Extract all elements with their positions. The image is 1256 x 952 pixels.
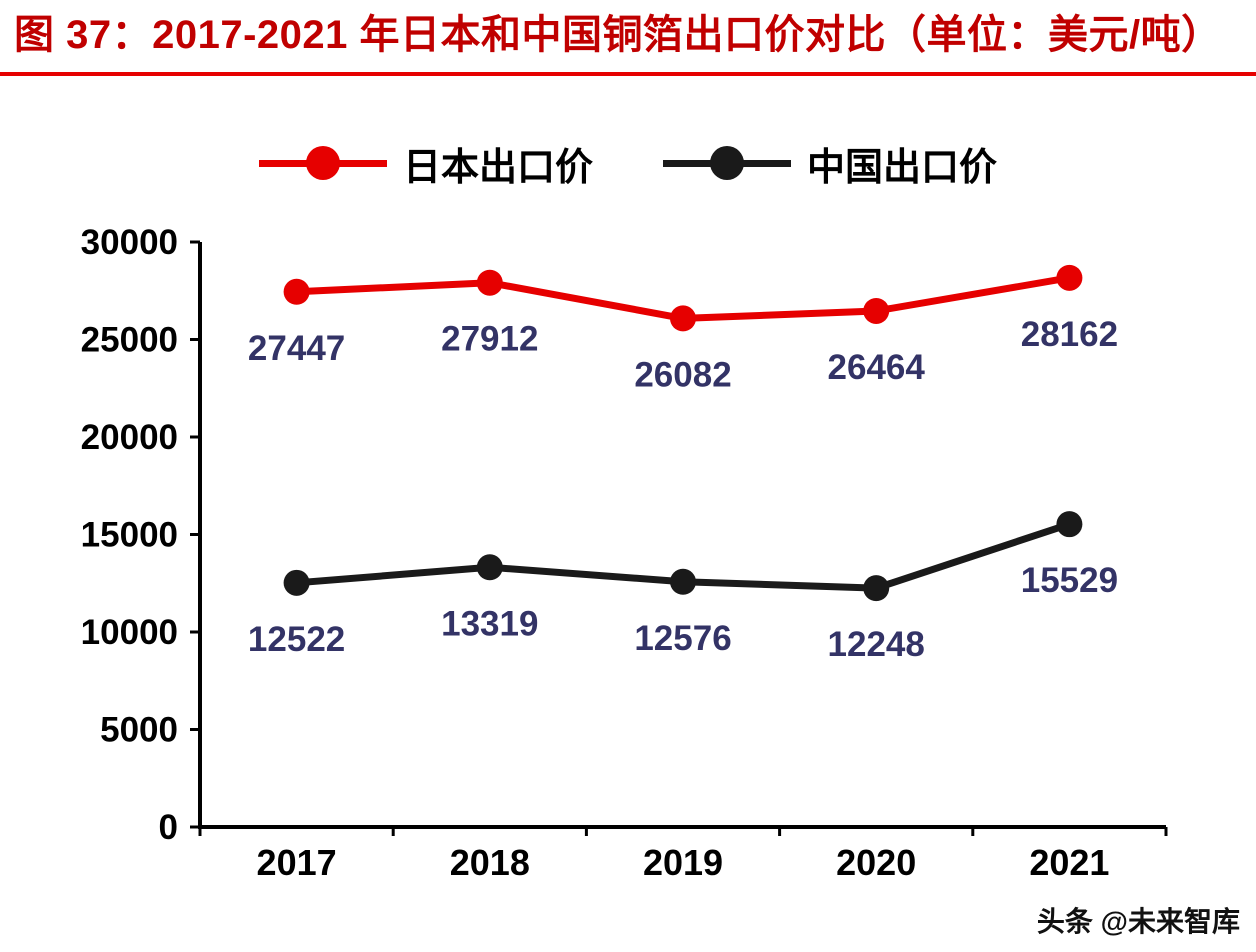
y-tick-label: 5000 bbox=[100, 711, 178, 750]
data-point bbox=[476, 554, 503, 581]
data-label: 28162 bbox=[1021, 315, 1118, 354]
x-tick-label: 2019 bbox=[643, 842, 723, 883]
data-point bbox=[670, 305, 696, 332]
x-tick-label: 2017 bbox=[257, 842, 337, 883]
y-tick-label: 20000 bbox=[81, 418, 178, 457]
data-label: 12522 bbox=[248, 620, 345, 659]
data-label: 27912 bbox=[441, 320, 538, 359]
legend-item-japan: 日本出口价 bbox=[258, 136, 593, 191]
line-chart: 0 5000 10000 15000 20000 25000 30000 2017 2018 20… bbox=[81, 223, 1168, 883]
data-label: 13319 bbox=[441, 604, 538, 643]
legend-label-japan: 日本出口价 bbox=[402, 146, 593, 189]
data-label: 12248 bbox=[828, 625, 925, 664]
japan-line-marker-icon bbox=[258, 159, 387, 167]
x-tick-label: 2020 bbox=[836, 842, 916, 883]
data-point bbox=[1056, 511, 1083, 538]
figure-title: 图 37：2017-2021 年日本和中国铜箔出口价对比（单位：美元/吨） bbox=[14, 13, 1222, 57]
data-point bbox=[283, 569, 310, 596]
data-label: 26464 bbox=[828, 348, 926, 387]
data-point bbox=[476, 269, 503, 296]
y-tick-label: 10000 bbox=[81, 613, 178, 652]
watermark: 头条 @未来智库 bbox=[1036, 906, 1240, 937]
legend-item-china: 中国出口价 bbox=[663, 136, 997, 191]
data-label: 15529 bbox=[1021, 561, 1118, 600]
data-point bbox=[670, 568, 696, 595]
data-point bbox=[863, 575, 890, 602]
y-tick-label: 0 bbox=[159, 808, 178, 847]
chart-legend: 日本出口价 中国出口价 bbox=[0, 132, 1256, 194]
x-tick-label: 2018 bbox=[450, 842, 530, 883]
y-tick-label: 15000 bbox=[81, 516, 178, 555]
data-point bbox=[1056, 264, 1083, 291]
data-label: 27447 bbox=[248, 329, 345, 368]
legend-label-china: 中国出口价 bbox=[807, 146, 998, 189]
data-point bbox=[283, 278, 310, 305]
x-tick-label: 2021 bbox=[1029, 842, 1109, 883]
china-line-marker-icon bbox=[663, 159, 791, 167]
data-label: 26082 bbox=[634, 355, 731, 394]
data-label: 12576 bbox=[634, 619, 731, 658]
y-tick-label: 25000 bbox=[81, 321, 178, 360]
data-point bbox=[863, 297, 890, 324]
figure-title-bar: 图 37：2017-2021 年日本和中国铜箔出口价对比（单位：美元/吨） bbox=[0, 0, 1256, 76]
y-tick-label: 30000 bbox=[81, 223, 178, 262]
